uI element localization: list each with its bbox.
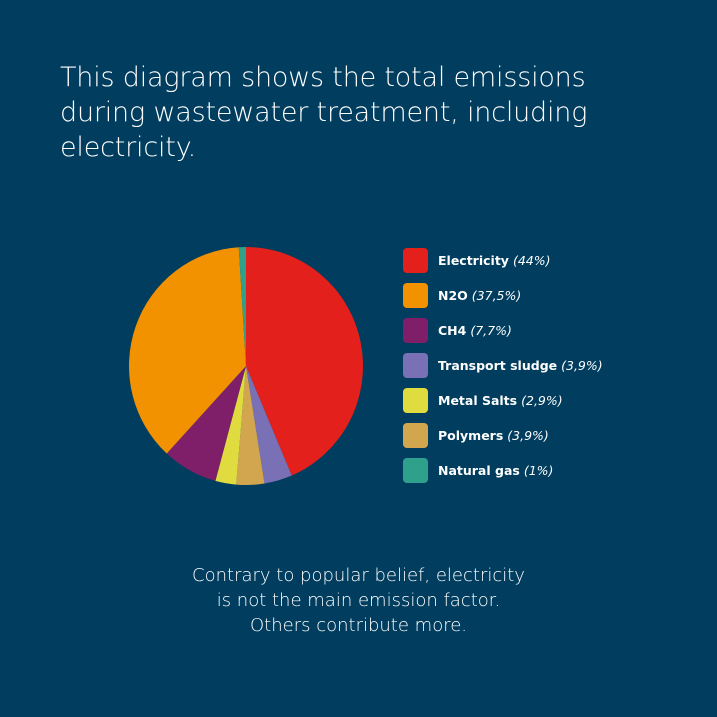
- legend-label: Transport sludge: [438, 358, 558, 373]
- legend-percent: (44%): [512, 253, 551, 268]
- legend-item-n2o: N2O (37,5%): [403, 283, 603, 308]
- pie-slice-polymers: [236, 366, 265, 485]
- heading-line: during wastewater treatment, including: [60, 97, 588, 128]
- legend-label: Natural gas: [438, 463, 520, 478]
- pie-slice-metal-salts: [215, 366, 246, 485]
- legend-item-ch4: CH4 (7,7%): [403, 318, 603, 343]
- legend-label: CH4: [438, 323, 467, 338]
- legend-swatch: [403, 423, 428, 448]
- legend-label: Metal Salts: [438, 393, 518, 408]
- legend-percent: (1%): [523, 463, 554, 478]
- legend-swatch: [403, 283, 428, 308]
- pie-slice-natural-gas: [238, 247, 246, 366]
- pie-slice-ch4: [166, 366, 246, 481]
- legend-percent: (2,9%): [521, 393, 563, 408]
- pie-slice-electricity: [246, 247, 364, 476]
- chart-heading: This diagram shows the total emissions d…: [60, 60, 660, 165]
- legend-percent: (37,5%): [471, 288, 522, 303]
- footnote-line: Contrary to popular belief, electricity: [192, 565, 525, 586]
- pie-slice-transport-sludge: [246, 366, 292, 484]
- legend-percent: (3,9%): [507, 428, 549, 443]
- legend-swatch: [403, 388, 428, 413]
- chart-legend: Electricity (44%) N2O (37,5%) CH4 (7,7%)…: [403, 248, 603, 493]
- legend-item-electricity: Electricity (44%): [403, 248, 603, 273]
- legend-label: Electricity: [438, 253, 509, 268]
- footnote: Contrary to popular belief, electricity …: [0, 563, 717, 638]
- legend-item-polymers: Polymers (3,9%): [403, 423, 603, 448]
- heading-line: This diagram shows the total emissions: [60, 62, 586, 93]
- footnote-line: is not the main emission factor.: [216, 590, 501, 611]
- legend-percent: (3,9%): [561, 358, 603, 373]
- legend-item-transport-sludge: Transport sludge (3,9%): [403, 353, 603, 378]
- legend-item-metal-salts: Metal Salts (2,9%): [403, 388, 603, 413]
- pie-chart: [129, 247, 364, 485]
- pie-slice-n2o: [129, 247, 246, 454]
- legend-swatch: [403, 353, 428, 378]
- legend-swatch: [403, 458, 428, 483]
- heading-line: electricity.: [60, 132, 197, 163]
- legend-label: Polymers: [438, 428, 504, 443]
- legend-swatch: [403, 248, 428, 273]
- legend-swatch: [403, 318, 428, 343]
- footnote-line: Others contribute more.: [249, 615, 468, 636]
- legend-percent: (7,7%): [470, 323, 512, 338]
- legend-label: N2O: [438, 288, 468, 303]
- legend-item-natural-gas: Natural gas (1%): [403, 458, 603, 483]
